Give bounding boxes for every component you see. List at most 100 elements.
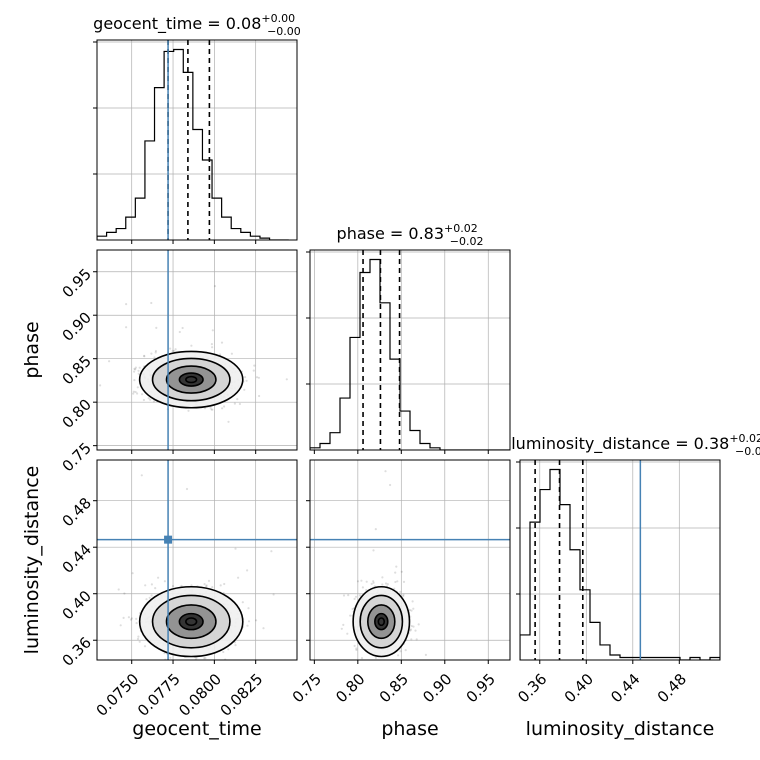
sample-point bbox=[234, 644, 237, 647]
sample-point bbox=[150, 594, 153, 597]
sample-point bbox=[360, 579, 363, 582]
sample-point bbox=[130, 617, 133, 620]
sample-point bbox=[150, 301, 153, 305]
sample-point bbox=[198, 416, 200, 418]
y-axis-label-phase: phase bbox=[21, 321, 43, 378]
sample-point bbox=[244, 376, 247, 379]
x-tick-label: 0.80 bbox=[332, 670, 368, 706]
sample-point bbox=[174, 348, 177, 351]
sample-point bbox=[99, 384, 102, 387]
sample-point bbox=[132, 390, 135, 393]
sample-point bbox=[127, 616, 130, 619]
joint-density bbox=[99, 223, 288, 423]
sample-point bbox=[397, 665, 399, 667]
panel-frame bbox=[96, 39, 298, 241]
x-tick-label: 0.36 bbox=[514, 670, 550, 706]
sample-point bbox=[255, 619, 258, 622]
sample-point bbox=[131, 572, 134, 575]
sample-point bbox=[204, 657, 207, 660]
sample-point bbox=[347, 594, 350, 597]
sample-point bbox=[410, 609, 413, 612]
sample-point bbox=[272, 593, 275, 596]
sample-point bbox=[353, 597, 356, 601]
contour-line bbox=[165, 604, 217, 640]
sample-point bbox=[402, 580, 406, 584]
sample-point bbox=[238, 402, 241, 406]
contour-line bbox=[138, 585, 244, 658]
contour-line bbox=[374, 612, 389, 631]
sample-point bbox=[125, 326, 128, 329]
sample-point bbox=[396, 580, 399, 583]
sample-point bbox=[132, 392, 135, 395]
sample-point bbox=[153, 223, 155, 225]
sample-point bbox=[154, 587, 157, 590]
contour-line bbox=[178, 612, 204, 631]
sample-point bbox=[358, 594, 362, 597]
sample-point bbox=[372, 580, 375, 583]
x-axis-label-phase: phase bbox=[381, 718, 438, 740]
sample-point bbox=[219, 353, 222, 356]
sample-point bbox=[355, 647, 358, 650]
sample-point bbox=[136, 392, 139, 395]
sample-point bbox=[138, 366, 141, 369]
sample-point bbox=[270, 550, 273, 553]
sample-point bbox=[410, 638, 413, 641]
sample-point bbox=[374, 656, 377, 660]
contour-line bbox=[185, 617, 198, 627]
sample-point bbox=[245, 379, 248, 382]
sample-point bbox=[204, 661, 206, 663]
marginal-title-plus: +0.00 bbox=[261, 12, 295, 25]
sample-point bbox=[141, 393, 144, 396]
sample-point bbox=[203, 657, 206, 660]
sample-point bbox=[365, 580, 368, 583]
sample-point bbox=[355, 648, 358, 652]
x-tick-label: 0.0750 bbox=[93, 670, 143, 720]
sample-point bbox=[149, 398, 152, 401]
sample-point bbox=[185, 487, 189, 491]
sample-point bbox=[415, 638, 418, 641]
sample-point bbox=[374, 528, 377, 531]
sample-point bbox=[163, 580, 166, 583]
density-fill bbox=[374, 613, 388, 630]
x-tick-label: 0.40 bbox=[561, 670, 597, 706]
contour-line bbox=[185, 375, 198, 384]
sample-point bbox=[135, 617, 138, 621]
sample-point bbox=[227, 420, 230, 423]
sample-point bbox=[154, 351, 157, 354]
sample-point bbox=[180, 584, 183, 587]
y-tick-label: 0.48 bbox=[59, 494, 95, 530]
x-tick-label: 0.0825 bbox=[217, 670, 267, 720]
sample-point bbox=[386, 583, 389, 586]
sample-point bbox=[402, 595, 405, 598]
joint-density bbox=[117, 416, 275, 663]
sample-point bbox=[133, 370, 136, 373]
sample-point bbox=[223, 405, 226, 408]
panel-luminosity_distance-phase: 0.75 0.80 0.85 0.90 0.95 phase bbox=[289, 424, 511, 740]
y-tick-label: 0.75 bbox=[59, 439, 95, 475]
marginal-title-plus: +0.02 bbox=[729, 432, 760, 445]
sample-point bbox=[122, 616, 125, 620]
sample-point bbox=[411, 600, 414, 603]
sample-point bbox=[227, 648, 230, 651]
sample-point bbox=[389, 663, 391, 665]
sample-point bbox=[171, 585, 175, 588]
marginal-title-text: luminosity_distance = 0.38 bbox=[511, 434, 729, 454]
sample-point bbox=[400, 570, 403, 573]
panel-frame bbox=[309, 459, 511, 661]
sample-point bbox=[207, 579, 211, 583]
sample-point bbox=[246, 624, 249, 627]
sample-point bbox=[187, 409, 190, 412]
sample-point bbox=[169, 347, 172, 350]
x-tick-label: 0.95 bbox=[463, 670, 499, 706]
histogram-phase bbox=[310, 258, 510, 450]
sample-point bbox=[150, 352, 153, 355]
sample-point bbox=[135, 622, 138, 625]
y-tick-label: 0.36 bbox=[59, 634, 95, 670]
sample-point bbox=[134, 390, 137, 394]
sample-point bbox=[138, 640, 141, 643]
y-tick-label: 0.44 bbox=[59, 540, 95, 576]
sample-point bbox=[434, 424, 436, 426]
sample-point bbox=[137, 369, 140, 372]
